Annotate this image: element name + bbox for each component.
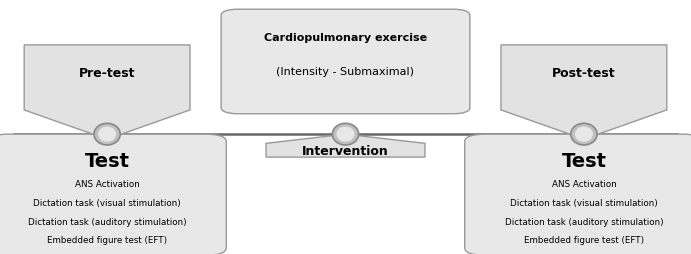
Ellipse shape [98, 127, 116, 142]
Text: Pre-test: Pre-test [79, 67, 135, 80]
Ellipse shape [575, 127, 593, 142]
Text: Embedded figure test (EFT): Embedded figure test (EFT) [524, 235, 644, 244]
Text: Test: Test [84, 152, 130, 171]
FancyBboxPatch shape [464, 135, 691, 254]
FancyBboxPatch shape [0, 135, 227, 254]
Text: ANS Activation: ANS Activation [551, 180, 616, 189]
Text: Post-test: Post-test [552, 67, 616, 80]
Polygon shape [501, 46, 667, 140]
Text: Test: Test [561, 152, 607, 171]
Ellipse shape [332, 124, 359, 145]
Ellipse shape [94, 124, 120, 145]
Text: Dictation task (visual stimulation): Dictation task (visual stimulation) [33, 198, 181, 207]
FancyBboxPatch shape [221, 10, 470, 114]
Text: ANS Activation: ANS Activation [75, 180, 140, 189]
Text: Intervention: Intervention [302, 144, 389, 157]
Text: Embedded figure test (EFT): Embedded figure test (EFT) [47, 235, 167, 244]
Ellipse shape [571, 124, 597, 145]
Text: Dictation task (auditory stimulation): Dictation task (auditory stimulation) [504, 217, 663, 226]
Text: Cardiopulmonary exercise: Cardiopulmonary exercise [264, 33, 427, 43]
Text: (Intensity - Submaximal): (Intensity - Submaximal) [276, 66, 415, 76]
Text: Dictation task (auditory stimulation): Dictation task (auditory stimulation) [28, 217, 187, 226]
Polygon shape [266, 135, 425, 157]
Text: Dictation task (visual stimulation): Dictation task (visual stimulation) [510, 198, 658, 207]
Ellipse shape [337, 127, 354, 142]
Polygon shape [24, 46, 190, 140]
